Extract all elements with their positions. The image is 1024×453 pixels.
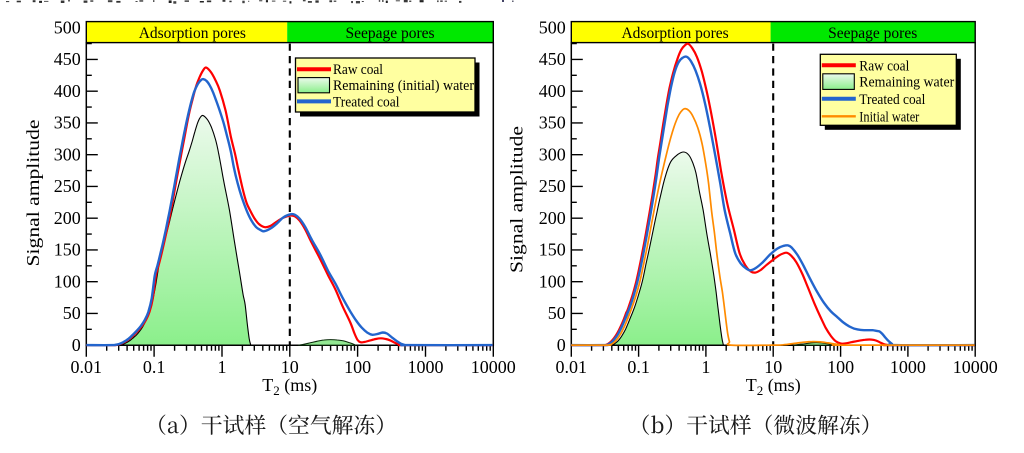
svg-text:Adsorption pores: Adsorption pores (139, 25, 246, 42)
svg-text:100: 100 (54, 271, 81, 291)
svg-text:400: 400 (54, 81, 81, 101)
svg-text:500: 500 (54, 17, 81, 37)
svg-text:1: 1 (218, 357, 227, 377)
svg-text:0.01: 0.01 (71, 357, 103, 377)
svg-text:10000: 10000 (471, 357, 516, 377)
svg-text:250: 250 (539, 176, 566, 196)
svg-text:Raw coal: Raw coal (859, 58, 909, 74)
svg-text:50: 50 (548, 303, 566, 323)
svg-text:300: 300 (54, 144, 81, 164)
svg-text:Raw coal: Raw coal (333, 62, 383, 78)
svg-text:T2 (ms): T2 (ms) (262, 375, 317, 398)
svg-text:450: 450 (54, 49, 81, 69)
svg-text:250: 250 (54, 176, 81, 196)
svg-text:Remaining (initial) water: Remaining (initial) water (333, 78, 474, 94)
svg-text:10: 10 (764, 357, 782, 377)
svg-text:1: 1 (701, 357, 710, 377)
svg-text:0.01: 0.01 (556, 357, 588, 377)
svg-text:400: 400 (539, 81, 566, 101)
svg-text:10: 10 (281, 357, 299, 377)
svg-text:0: 0 (72, 335, 81, 355)
svg-text:450: 450 (539, 49, 566, 69)
svg-text:50: 50 (63, 303, 81, 323)
svg-text:Remaining water: Remaining water (859, 75, 954, 91)
svg-text:150: 150 (539, 240, 566, 260)
svg-text:100: 100 (539, 271, 566, 291)
svg-text:0.1: 0.1 (143, 357, 166, 377)
svg-text:Signal amplitude: Signal amplitude (23, 119, 43, 266)
svg-text:0.1: 0.1 (627, 357, 650, 377)
svg-text:Initial water: Initial water (859, 109, 919, 125)
svg-text:Signal amplitude: Signal amplitude (507, 126, 527, 273)
svg-text:Seepage pores: Seepage pores (828, 25, 917, 42)
svg-text:200: 200 (54, 208, 81, 228)
svg-text:1000: 1000 (408, 357, 444, 377)
svg-text:300: 300 (539, 144, 566, 164)
svg-text:500: 500 (539, 17, 566, 37)
svg-text:Treated coal: Treated coal (859, 92, 925, 108)
svg-text:350: 350 (54, 113, 81, 133)
svg-text:T2 (ms): T2 (ms) (746, 375, 801, 398)
svg-text:100: 100 (344, 357, 371, 377)
svg-text:Treated coal: Treated coal (333, 94, 400, 110)
svg-text:350: 350 (539, 113, 566, 133)
svg-text:1000: 1000 (890, 357, 926, 377)
svg-text:0: 0 (557, 335, 566, 355)
svg-text:Adsorption pores: Adsorption pores (621, 25, 728, 42)
svg-text:100: 100 (827, 357, 854, 377)
svg-text:200: 200 (539, 208, 566, 228)
svg-text:Seepage pores: Seepage pores (345, 25, 434, 42)
svg-text:150: 150 (54, 240, 81, 260)
svg-text:10000: 10000 (953, 357, 998, 377)
